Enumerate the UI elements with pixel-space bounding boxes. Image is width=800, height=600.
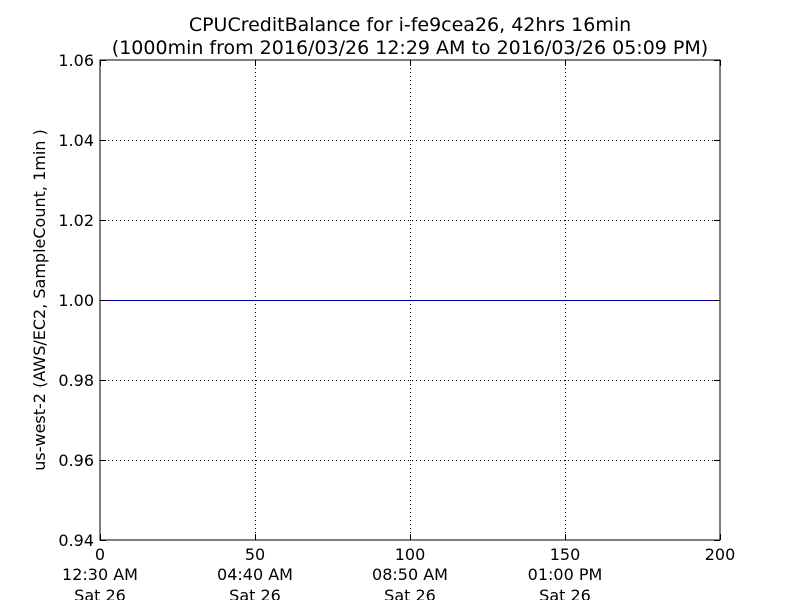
x-tick-time: 08:50 AM (372, 565, 448, 584)
x-tick-time: 01:00 PM (528, 565, 603, 584)
x-tick-label: 50 (245, 545, 265, 564)
x-tick-label: 200 (705, 545, 736, 564)
y-tick-label: 1.06 (58, 51, 94, 70)
y-tick-label: 0.96 (58, 451, 94, 470)
y-tick-label: 1.02 (58, 211, 94, 230)
y-tick-label: 1.00 (58, 291, 94, 310)
chart-title-line-2: (1000min from 2016/03/26 12:29 AM to 201… (112, 37, 708, 59)
x-tick-label: 150 (550, 545, 581, 564)
x-tick-day: Sat 26 (229, 586, 281, 600)
x-tick-day: Sat 26 (539, 586, 591, 600)
y-axis-label: us-west-2 (AWS/EC2, SampleCount, 1min ) (30, 129, 49, 471)
x-tick-time: 04:40 AM (217, 565, 293, 584)
y-tick-label: 1.04 (58, 131, 94, 150)
x-tick-day: Sat 26 (74, 586, 126, 600)
x-tick-day: Sat 26 (384, 586, 436, 600)
y-tick-label: 0.94 (58, 531, 94, 550)
x-tick-label: 100 (395, 545, 426, 564)
x-tick-label: 0 (95, 545, 105, 564)
x-tick-time: 12:30 AM (62, 565, 138, 584)
y-tick-label: 0.98 (58, 371, 94, 390)
chart-title-line-1: CPUCreditBalance for i-fe9cea26, 42hrs 1… (189, 14, 631, 36)
